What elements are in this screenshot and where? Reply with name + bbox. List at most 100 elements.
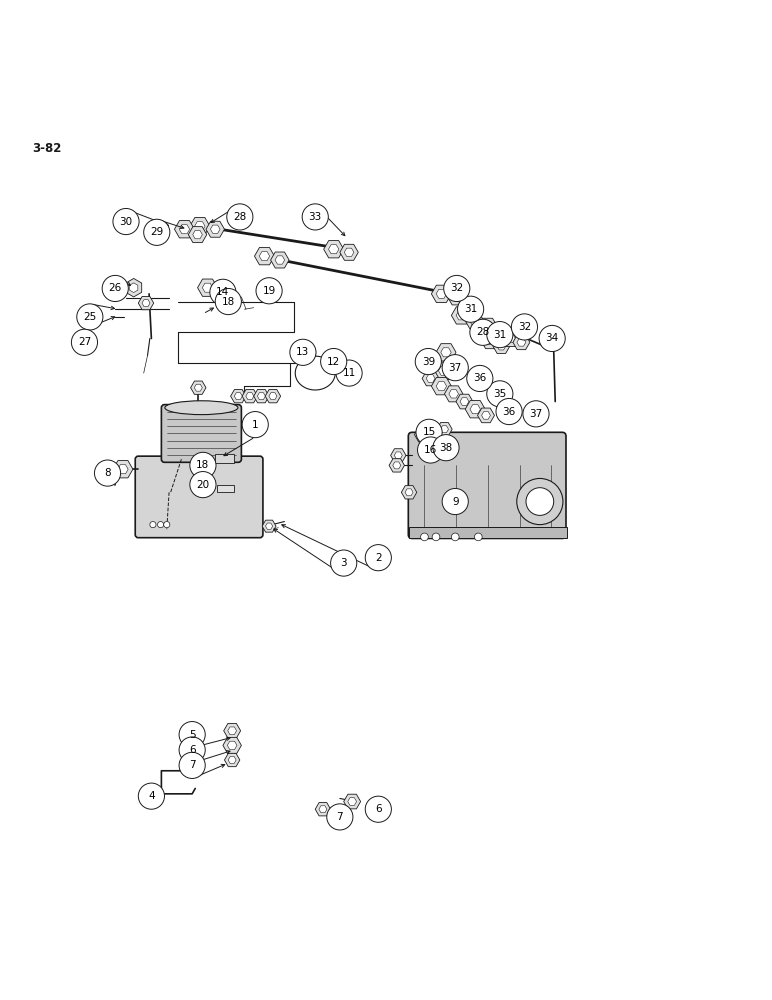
FancyBboxPatch shape <box>135 456 263 538</box>
Polygon shape <box>254 389 269 403</box>
Bar <box>215 454 234 463</box>
Text: 4: 4 <box>148 791 154 801</box>
Polygon shape <box>319 806 327 813</box>
Circle shape <box>452 533 459 541</box>
Circle shape <box>150 522 156 528</box>
Polygon shape <box>393 462 401 469</box>
Polygon shape <box>188 227 207 243</box>
Polygon shape <box>482 412 490 419</box>
Polygon shape <box>493 339 510 353</box>
Polygon shape <box>438 366 449 375</box>
Polygon shape <box>460 398 469 405</box>
Polygon shape <box>456 394 473 409</box>
Bar <box>409 527 567 538</box>
Polygon shape <box>437 423 452 436</box>
Polygon shape <box>271 252 289 268</box>
Polygon shape <box>195 222 205 231</box>
Polygon shape <box>491 324 509 340</box>
Circle shape <box>179 737 205 763</box>
Polygon shape <box>229 757 236 763</box>
Polygon shape <box>389 459 405 472</box>
Circle shape <box>102 275 128 302</box>
Circle shape <box>302 204 328 230</box>
Polygon shape <box>195 384 202 391</box>
Polygon shape <box>275 256 285 264</box>
Circle shape <box>487 322 513 348</box>
Circle shape <box>320 348 347 375</box>
Polygon shape <box>452 307 472 324</box>
Polygon shape <box>315 803 330 816</box>
Polygon shape <box>469 317 479 325</box>
Polygon shape <box>497 342 506 350</box>
Text: 36: 36 <box>503 407 516 417</box>
Bar <box>217 485 234 492</box>
Polygon shape <box>225 301 232 308</box>
Text: 29: 29 <box>150 227 164 237</box>
Text: 28: 28 <box>476 327 489 337</box>
Circle shape <box>470 319 496 345</box>
Text: 7: 7 <box>337 812 344 822</box>
Text: 37: 37 <box>530 409 543 419</box>
Polygon shape <box>179 225 190 234</box>
Polygon shape <box>130 283 138 292</box>
Text: 27: 27 <box>78 337 91 347</box>
Circle shape <box>421 533 428 541</box>
Polygon shape <box>242 389 258 403</box>
Circle shape <box>242 412 269 438</box>
Polygon shape <box>422 371 439 386</box>
Polygon shape <box>426 375 435 382</box>
Circle shape <box>365 545 391 571</box>
Circle shape <box>516 478 563 525</box>
Circle shape <box>336 360 362 386</box>
Circle shape <box>190 472 216 498</box>
Polygon shape <box>436 344 456 361</box>
Text: 35: 35 <box>493 389 506 399</box>
Polygon shape <box>425 356 442 370</box>
Polygon shape <box>426 444 435 452</box>
Polygon shape <box>202 283 213 292</box>
Text: 31: 31 <box>464 304 477 314</box>
Polygon shape <box>470 405 480 414</box>
Polygon shape <box>441 426 449 433</box>
Text: 2: 2 <box>375 553 381 563</box>
Circle shape <box>179 722 205 748</box>
Circle shape <box>475 533 482 541</box>
Circle shape <box>458 296 484 322</box>
Polygon shape <box>429 359 438 367</box>
Polygon shape <box>329 245 339 254</box>
Circle shape <box>416 419 442 445</box>
Polygon shape <box>482 322 493 331</box>
Polygon shape <box>466 401 486 418</box>
Circle shape <box>444 275 470 302</box>
Polygon shape <box>344 794 361 809</box>
Text: 6: 6 <box>189 745 195 755</box>
Polygon shape <box>449 390 459 398</box>
Text: 33: 33 <box>309 212 322 222</box>
Polygon shape <box>448 289 466 305</box>
Text: 34: 34 <box>546 333 559 343</box>
Circle shape <box>290 339 316 365</box>
Text: 38: 38 <box>439 443 452 453</box>
Polygon shape <box>478 408 494 423</box>
Polygon shape <box>466 313 484 329</box>
Text: 14: 14 <box>216 287 229 297</box>
Circle shape <box>327 804 353 830</box>
Polygon shape <box>429 428 438 436</box>
Polygon shape <box>495 328 505 336</box>
Polygon shape <box>422 440 439 455</box>
Polygon shape <box>245 393 254 400</box>
Text: 12: 12 <box>327 357 340 367</box>
Polygon shape <box>434 362 454 379</box>
FancyBboxPatch shape <box>161 405 242 462</box>
Polygon shape <box>436 289 446 298</box>
Text: 32: 32 <box>518 322 531 332</box>
Polygon shape <box>344 248 354 256</box>
Polygon shape <box>266 523 273 529</box>
Polygon shape <box>198 279 218 296</box>
Polygon shape <box>259 252 269 261</box>
Polygon shape <box>418 431 428 438</box>
Text: 28: 28 <box>233 212 246 222</box>
Polygon shape <box>415 427 432 442</box>
Circle shape <box>415 348 442 375</box>
Text: 37: 37 <box>449 363 462 373</box>
